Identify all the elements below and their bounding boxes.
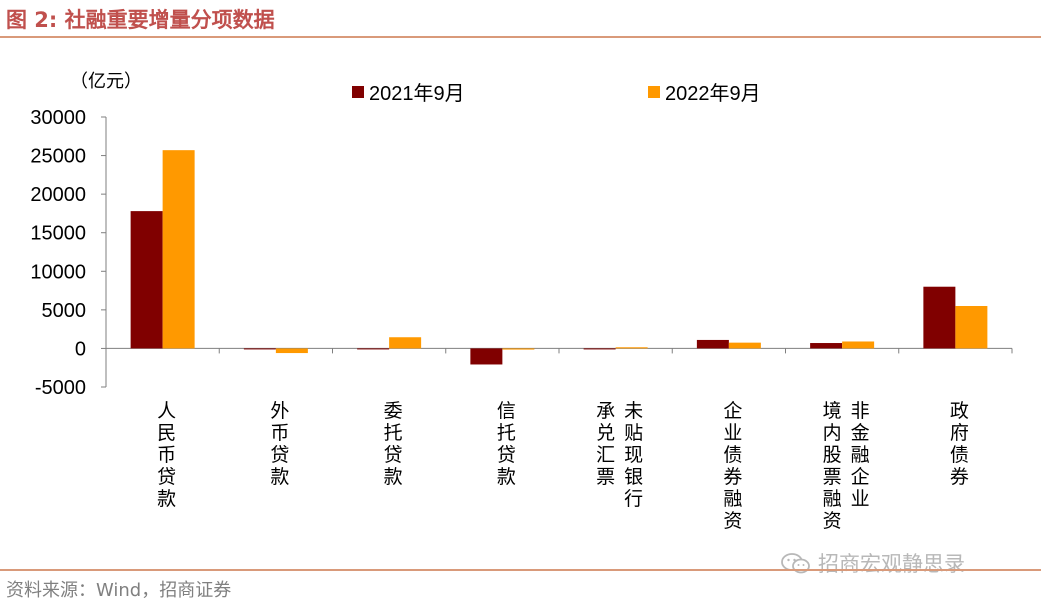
legend-swatch bbox=[352, 86, 364, 98]
bar-2022 bbox=[842, 341, 875, 349]
y-tick-label: 0 bbox=[75, 338, 86, 360]
category-label: 承兑汇票 bbox=[596, 400, 615, 488]
watermark: 招商宏观静思录 bbox=[780, 548, 965, 578]
bar-2021 bbox=[470, 348, 503, 365]
y-tick-label: 15000 bbox=[30, 223, 86, 245]
legend-swatch bbox=[648, 86, 660, 98]
bar-2022 bbox=[389, 337, 422, 349]
bar-2022 bbox=[615, 347, 648, 349]
bar-chart: （亿元） 30000 25000 20000 15000 10000 5000 0 -5000 2… bbox=[30, 71, 1013, 532]
legend-label: 2021年9月 bbox=[369, 82, 465, 105]
watermark-text: 招商宏观静思录 bbox=[818, 552, 965, 576]
source-note: 资料来源：Wind，招商证券 bbox=[6, 580, 232, 601]
bar-2022 bbox=[162, 150, 195, 349]
legend-label: 2022年9月 bbox=[665, 82, 761, 105]
y-tick-label: -5000 bbox=[35, 377, 86, 399]
bar-2022 bbox=[955, 306, 988, 349]
category-label: 外币贷款 bbox=[270, 400, 289, 488]
bar-2021 bbox=[923, 286, 956, 349]
y-tick-label: 20000 bbox=[30, 184, 86, 206]
bar-2021 bbox=[810, 343, 843, 349]
category-label: 企业债券融资 bbox=[723, 400, 742, 532]
bar-2021 bbox=[357, 348, 390, 350]
bar-2022 bbox=[728, 342, 761, 349]
title-divider bbox=[0, 36, 1041, 38]
y-axis-unit-label: （亿元） bbox=[70, 71, 142, 91]
category-label: 人民币贷款 bbox=[157, 400, 176, 510]
figure-title: 图 2: 社融重要增量分项数据 bbox=[6, 8, 275, 32]
category-label: 政府债券 bbox=[950, 400, 969, 488]
bar-2021 bbox=[696, 339, 729, 349]
bar-2022 bbox=[502, 348, 535, 350]
y-tick-label: 10000 bbox=[30, 261, 86, 283]
category-label: 未贴现银行 bbox=[624, 400, 643, 510]
bar-2021 bbox=[243, 348, 276, 350]
y-tick-label: 5000 bbox=[42, 300, 87, 322]
category-label: 非金融企业 bbox=[851, 400, 870, 510]
y-tick-label: 30000 bbox=[30, 107, 86, 129]
y-tick-label: 25000 bbox=[30, 146, 86, 168]
category-label: 委托贷款 bbox=[384, 400, 403, 488]
category-label: 境内股票融资 bbox=[823, 400, 842, 532]
footer-divider bbox=[0, 569, 1041, 571]
bar-2021 bbox=[583, 348, 616, 350]
category-label: 信托贷款 bbox=[497, 400, 516, 488]
bar-2022 bbox=[275, 348, 308, 354]
bar-2021 bbox=[130, 211, 163, 349]
